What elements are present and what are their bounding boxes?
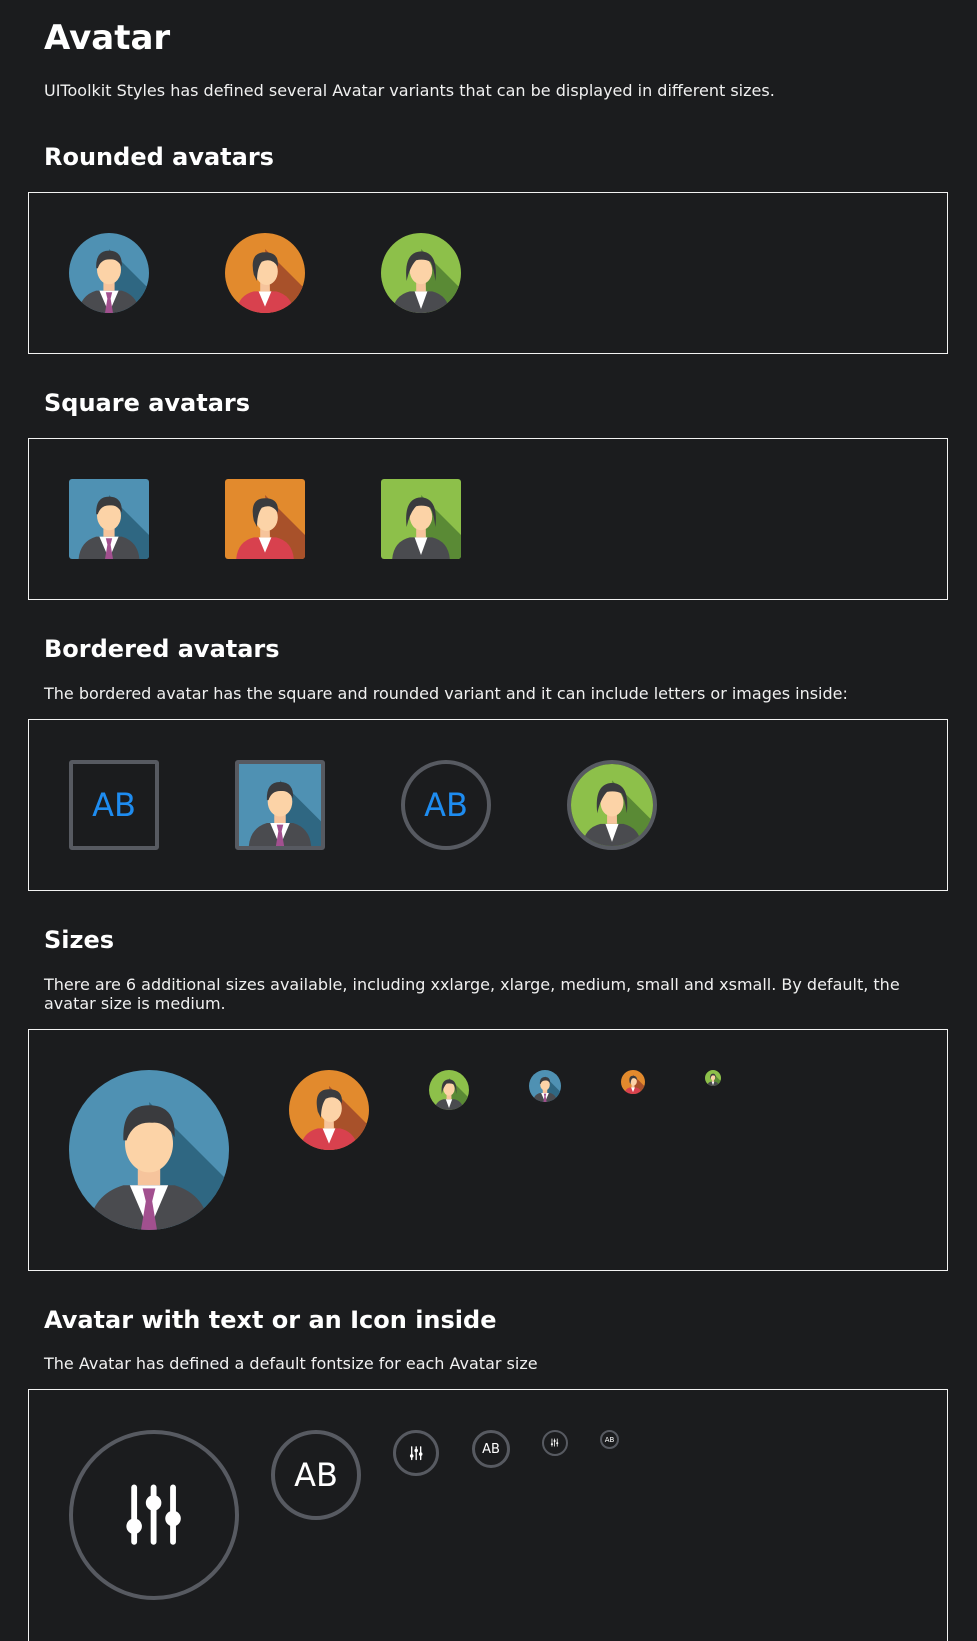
sizes-heading: Sizes	[44, 926, 115, 954]
person-female-icon	[381, 479, 461, 559]
person-female-icon	[705, 1070, 721, 1086]
person-male-icon	[69, 1070, 229, 1230]
bordered-avatars-panel: AB AB	[28, 719, 948, 891]
bordered-avatars-heading: Bordered avatars	[44, 635, 280, 663]
person-female-icon	[429, 1070, 469, 1110]
person-female-icon	[289, 1070, 369, 1150]
person-female-icon	[567, 760, 657, 850]
person-male-icon	[69, 233, 149, 313]
person-male-icon	[235, 760, 325, 850]
person-female-icon	[225, 479, 305, 559]
person-female-icon	[225, 233, 305, 313]
person-female-icon	[381, 233, 461, 313]
bordered-avatars-description: The bordered avatar has the square and r…	[44, 684, 848, 703]
bordered-round-letters-avatar: AB	[401, 760, 491, 850]
rounded-avatars-panel	[28, 192, 948, 354]
page-intro: UIToolkit Styles has defined several Ava…	[44, 81, 775, 100]
sizes-panel	[28, 1029, 948, 1271]
square-avatars-heading: Square avatars	[44, 389, 251, 417]
bordered-square-letters-avatar: AB	[69, 760, 159, 850]
person-female-icon	[621, 1070, 645, 1094]
person-male-icon	[529, 1070, 561, 1102]
letters-avatar-small: AB	[600, 1430, 619, 1449]
letters-avatar-medium: AB	[472, 1430, 510, 1468]
rounded-avatars-heading: Rounded avatars	[44, 143, 274, 171]
person-male-icon	[69, 479, 149, 559]
text-icon-heading: Avatar with text or an Icon inside	[44, 1306, 497, 1334]
square-avatars-panel	[28, 438, 948, 600]
sliders-icon	[69, 1430, 239, 1600]
page-title: Avatar	[44, 18, 171, 58]
sizes-description: There are 6 additional sizes available, …	[44, 975, 900, 1013]
sliders-icon	[393, 1430, 439, 1476]
text-icon-panel: AB AB AB	[28, 1389, 948, 1641]
text-icon-description: The Avatar has defined a default fontsiz…	[44, 1354, 538, 1373]
letters-avatar-large: AB	[271, 1430, 361, 1520]
sliders-icon	[542, 1430, 568, 1456]
